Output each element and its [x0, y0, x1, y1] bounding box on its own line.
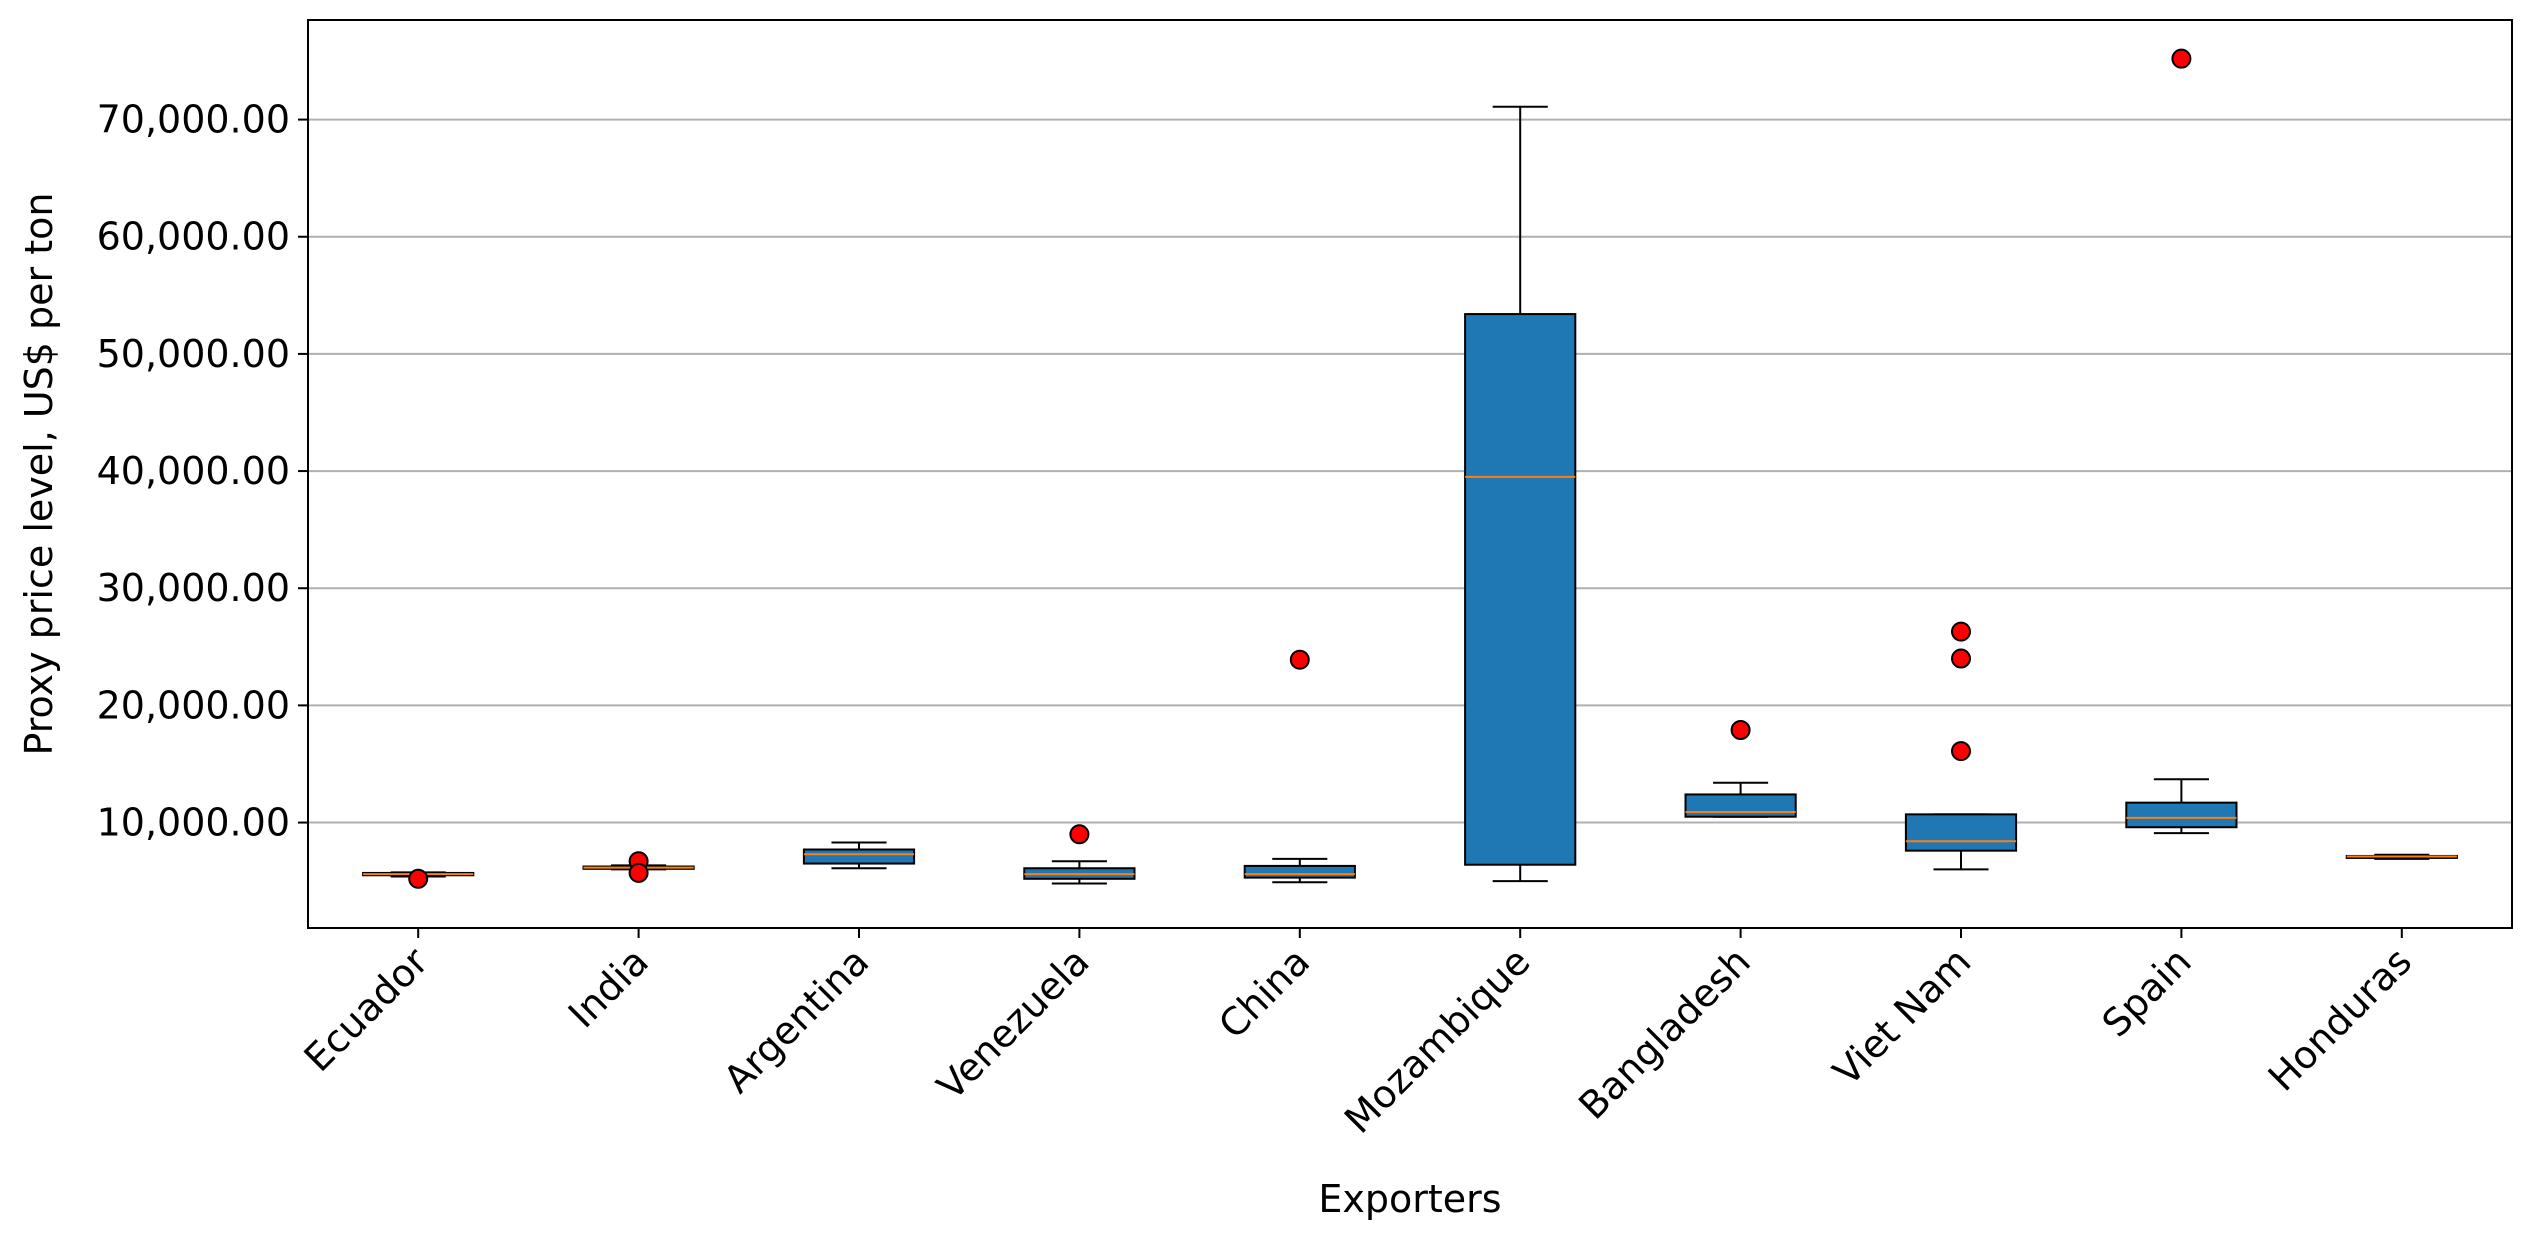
boxes [362, 48, 2458, 889]
plot-frame [307, 19, 2513, 929]
box-viet-nam [1904, 621, 2018, 871]
outlier-point [628, 862, 649, 883]
y-axis-ticks: 10,000.00 20,000.00 30,000.00 40,000.00 50,0… [97, 98, 308, 845]
outlier-point [1069, 824, 1090, 845]
outlier-point [408, 868, 429, 889]
y-tick-label: 30,000.00 [97, 566, 290, 610]
box-mozambique [1464, 105, 1577, 883]
box-bangladesh [1684, 719, 1797, 818]
box-china [1243, 649, 1356, 884]
iqr-box [1904, 813, 2018, 852]
box-venezuela [1023, 824, 1136, 885]
box-argentina [802, 841, 916, 870]
y-axis-label: Proxy price level, US$ per ton [17, 193, 61, 756]
iqr-box [802, 848, 916, 865]
box-honduras [2345, 853, 2458, 860]
outlier-point [1730, 719, 1751, 740]
y-tick-label: 50,000.00 [97, 332, 290, 376]
outlier-point [2171, 48, 2192, 69]
y-tick-label: 40,000.00 [97, 449, 290, 493]
grid-lines [308, 118, 2512, 824]
iqr-box [2125, 801, 2238, 829]
y-tick-label: 20,000.00 [97, 683, 290, 727]
box-ecuador [362, 868, 475, 889]
y-tick-label: 10,000.00 [97, 801, 290, 845]
iqr-box [1243, 864, 1356, 879]
outlier-point [1289, 649, 1310, 670]
outlier-point [1951, 621, 1971, 642]
y-tick-label: 60,000.00 [97, 215, 290, 259]
y-tick-label: 70,000.00 [97, 98, 290, 142]
iqr-box [1464, 313, 1577, 866]
iqr-box [1684, 793, 1797, 818]
box-india [582, 851, 695, 883]
outlier-point [1951, 741, 1971, 762]
x-axis-label: Exporters [1318, 1177, 1501, 1221]
outlier-point [1951, 648, 1971, 669]
box-spain [2125, 48, 2238, 835]
